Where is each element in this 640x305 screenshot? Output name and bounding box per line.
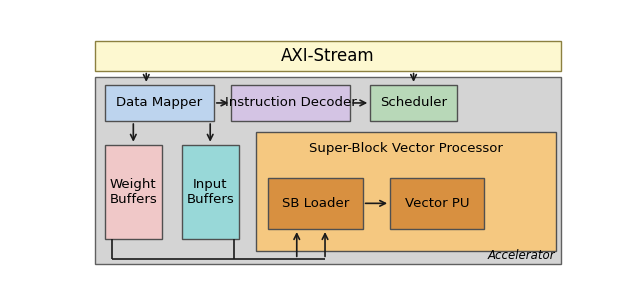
FancyBboxPatch shape [269,178,363,229]
FancyBboxPatch shape [105,145,162,239]
FancyBboxPatch shape [95,77,561,264]
Text: Vector PU: Vector PU [405,197,469,210]
Text: Super-Block Vector Processor: Super-Block Vector Processor [309,142,503,155]
FancyBboxPatch shape [390,178,484,229]
Text: Accelerator: Accelerator [488,249,555,262]
Text: Instruction Decoder: Instruction Decoder [225,96,356,109]
FancyBboxPatch shape [370,85,457,121]
FancyBboxPatch shape [231,85,350,121]
Text: AXI-Stream: AXI-Stream [281,47,375,65]
Text: Data Mapper: Data Mapper [116,96,202,109]
FancyBboxPatch shape [182,145,239,239]
FancyBboxPatch shape [95,41,561,71]
Text: Scheduler: Scheduler [380,96,447,109]
FancyBboxPatch shape [256,132,556,252]
FancyBboxPatch shape [105,85,214,121]
Text: Weight
Buffers: Weight Buffers [109,178,157,206]
Text: SB Loader: SB Loader [282,197,349,210]
Text: Input
Buffers: Input Buffers [186,178,234,206]
